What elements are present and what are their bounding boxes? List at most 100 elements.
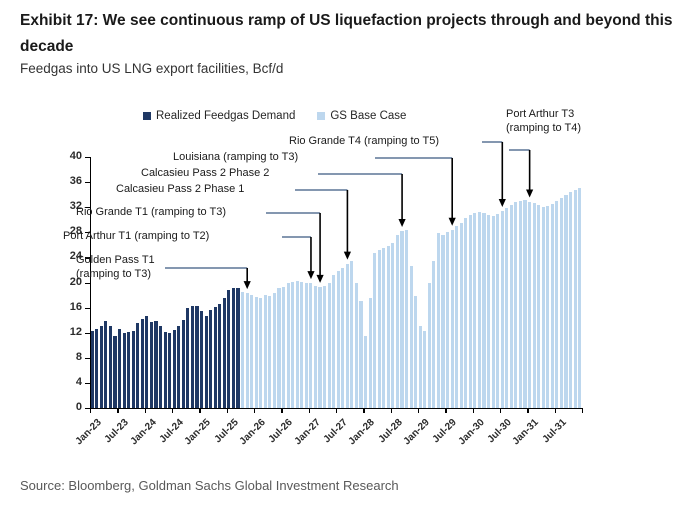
y-axis-label: 12 [69,325,82,338]
x-axis-end-tick [582,408,584,413]
bar-realized [218,304,222,408]
bar-forecast [518,200,523,408]
legend-item-realized: Realized Feedgas Demand [143,110,295,122]
y-axis-tick [85,307,90,309]
bar-realized [159,326,163,408]
annotation-label: Port Arthur T1 (ramping to T2) [63,230,210,242]
bar-realized [131,330,135,408]
annotation-label: Calcasieu Pass 2 Phase 1 [116,183,245,195]
y-axis-tick [85,382,90,385]
y-axis-label: 20 [69,275,82,288]
x-axis-tick [445,408,447,413]
bar-realized [200,311,204,408]
x-axis-tick [90,408,92,413]
legend-label-base-case: GS Base Case [330,110,407,122]
y-axis-label: 40 [69,150,82,162]
bar-forecast [482,213,486,408]
bar-forecast [291,281,295,408]
bar-realized [104,320,108,408]
bar-forecast [313,286,318,408]
bar-forecast [263,295,267,408]
bar-realized [177,326,181,408]
bar-realized [118,328,122,408]
annotation-arrowhead-icon [243,281,251,290]
annotation-arrowhead-icon [307,271,315,280]
bar-forecast [295,281,299,408]
x-axis-tick [336,408,338,413]
y-axis-tick [85,182,90,184]
bar-forecast [532,203,536,408]
bar-forecast [250,295,254,408]
y-axis-tick [85,232,90,234]
annotation-label: Rio Grande T4 (ramping to T5) [289,135,439,147]
bar-forecast [550,204,554,408]
bar-forecast [354,283,359,408]
bar-forecast [286,282,290,408]
bar-realized [209,310,213,408]
bar-forecast [268,295,272,408]
bar-forecast [409,266,413,408]
y-axis-label: 16 [69,300,82,313]
bar-realized [204,315,208,408]
chart-legend: Realized Feedgas Demand GS Base Case [143,110,406,122]
bar-forecast [382,248,386,408]
annotation-arrowhead-icon [448,217,456,226]
bar-forecast [573,189,577,408]
bar-forecast [564,194,568,408]
bar-forecast [245,293,249,408]
bar-forecast [259,297,263,408]
bar-forecast [304,282,308,408]
bar-forecast [395,235,400,408]
annotation-arrowhead-icon [498,198,506,207]
bar-forecast [391,242,395,408]
y-axis-line [90,157,92,408]
bar-forecast [468,214,472,408]
y-axis-label: 4 [75,375,82,388]
bar-forecast [559,197,564,408]
bar-forecast [373,253,377,408]
legend-swatch-realized-icon [143,112,151,120]
bar-forecast [350,261,354,408]
bar-realized [168,333,172,408]
x-axis-tick [199,408,201,413]
bar-realized [172,330,176,408]
x-axis-tick [226,408,228,413]
y-axis-label: 32 [69,200,82,213]
x-axis-tick [554,408,556,413]
bar-realized [181,320,185,408]
x-axis-tick [172,408,174,413]
bar-realized [140,318,144,408]
bar-forecast [432,261,436,408]
bar-realized [99,326,103,408]
y-axis-tick [85,357,90,359]
bar-realized [149,322,154,408]
bar-forecast [505,207,509,408]
bar-forecast [464,217,468,408]
y-axis-tick [85,207,90,209]
bar-forecast [414,296,418,408]
bar-realized [236,288,240,408]
bar-realized [163,332,167,408]
x-axis-tick [472,408,474,413]
bar-realized [136,323,140,408]
bar-forecast [323,286,327,408]
bar-forecast [514,202,518,408]
bar-forecast [555,200,559,408]
bar-forecast [578,187,582,408]
x-axis-tick [308,408,310,413]
legend-swatch-base-case-icon [317,112,326,120]
annotation-label: Calcasieu Pass 2 Phase 2 [141,167,270,179]
annotation-label: Port Arthur T3 (ramping to T4) [506,108,581,134]
bar-forecast [441,234,445,408]
x-axis-tick [390,408,392,413]
bar-forecast [386,246,390,408]
bar-forecast [309,283,313,408]
legend-item-base-case: GS Base Case [317,110,406,122]
exhibit-title: Exhibit 17: We see continuous ramp of US… [20,12,673,55]
bar-forecast [377,249,381,408]
x-axis-tick [254,408,256,413]
bar-forecast [477,212,482,408]
bar-forecast [345,263,349,408]
bar-forecast [528,201,532,408]
